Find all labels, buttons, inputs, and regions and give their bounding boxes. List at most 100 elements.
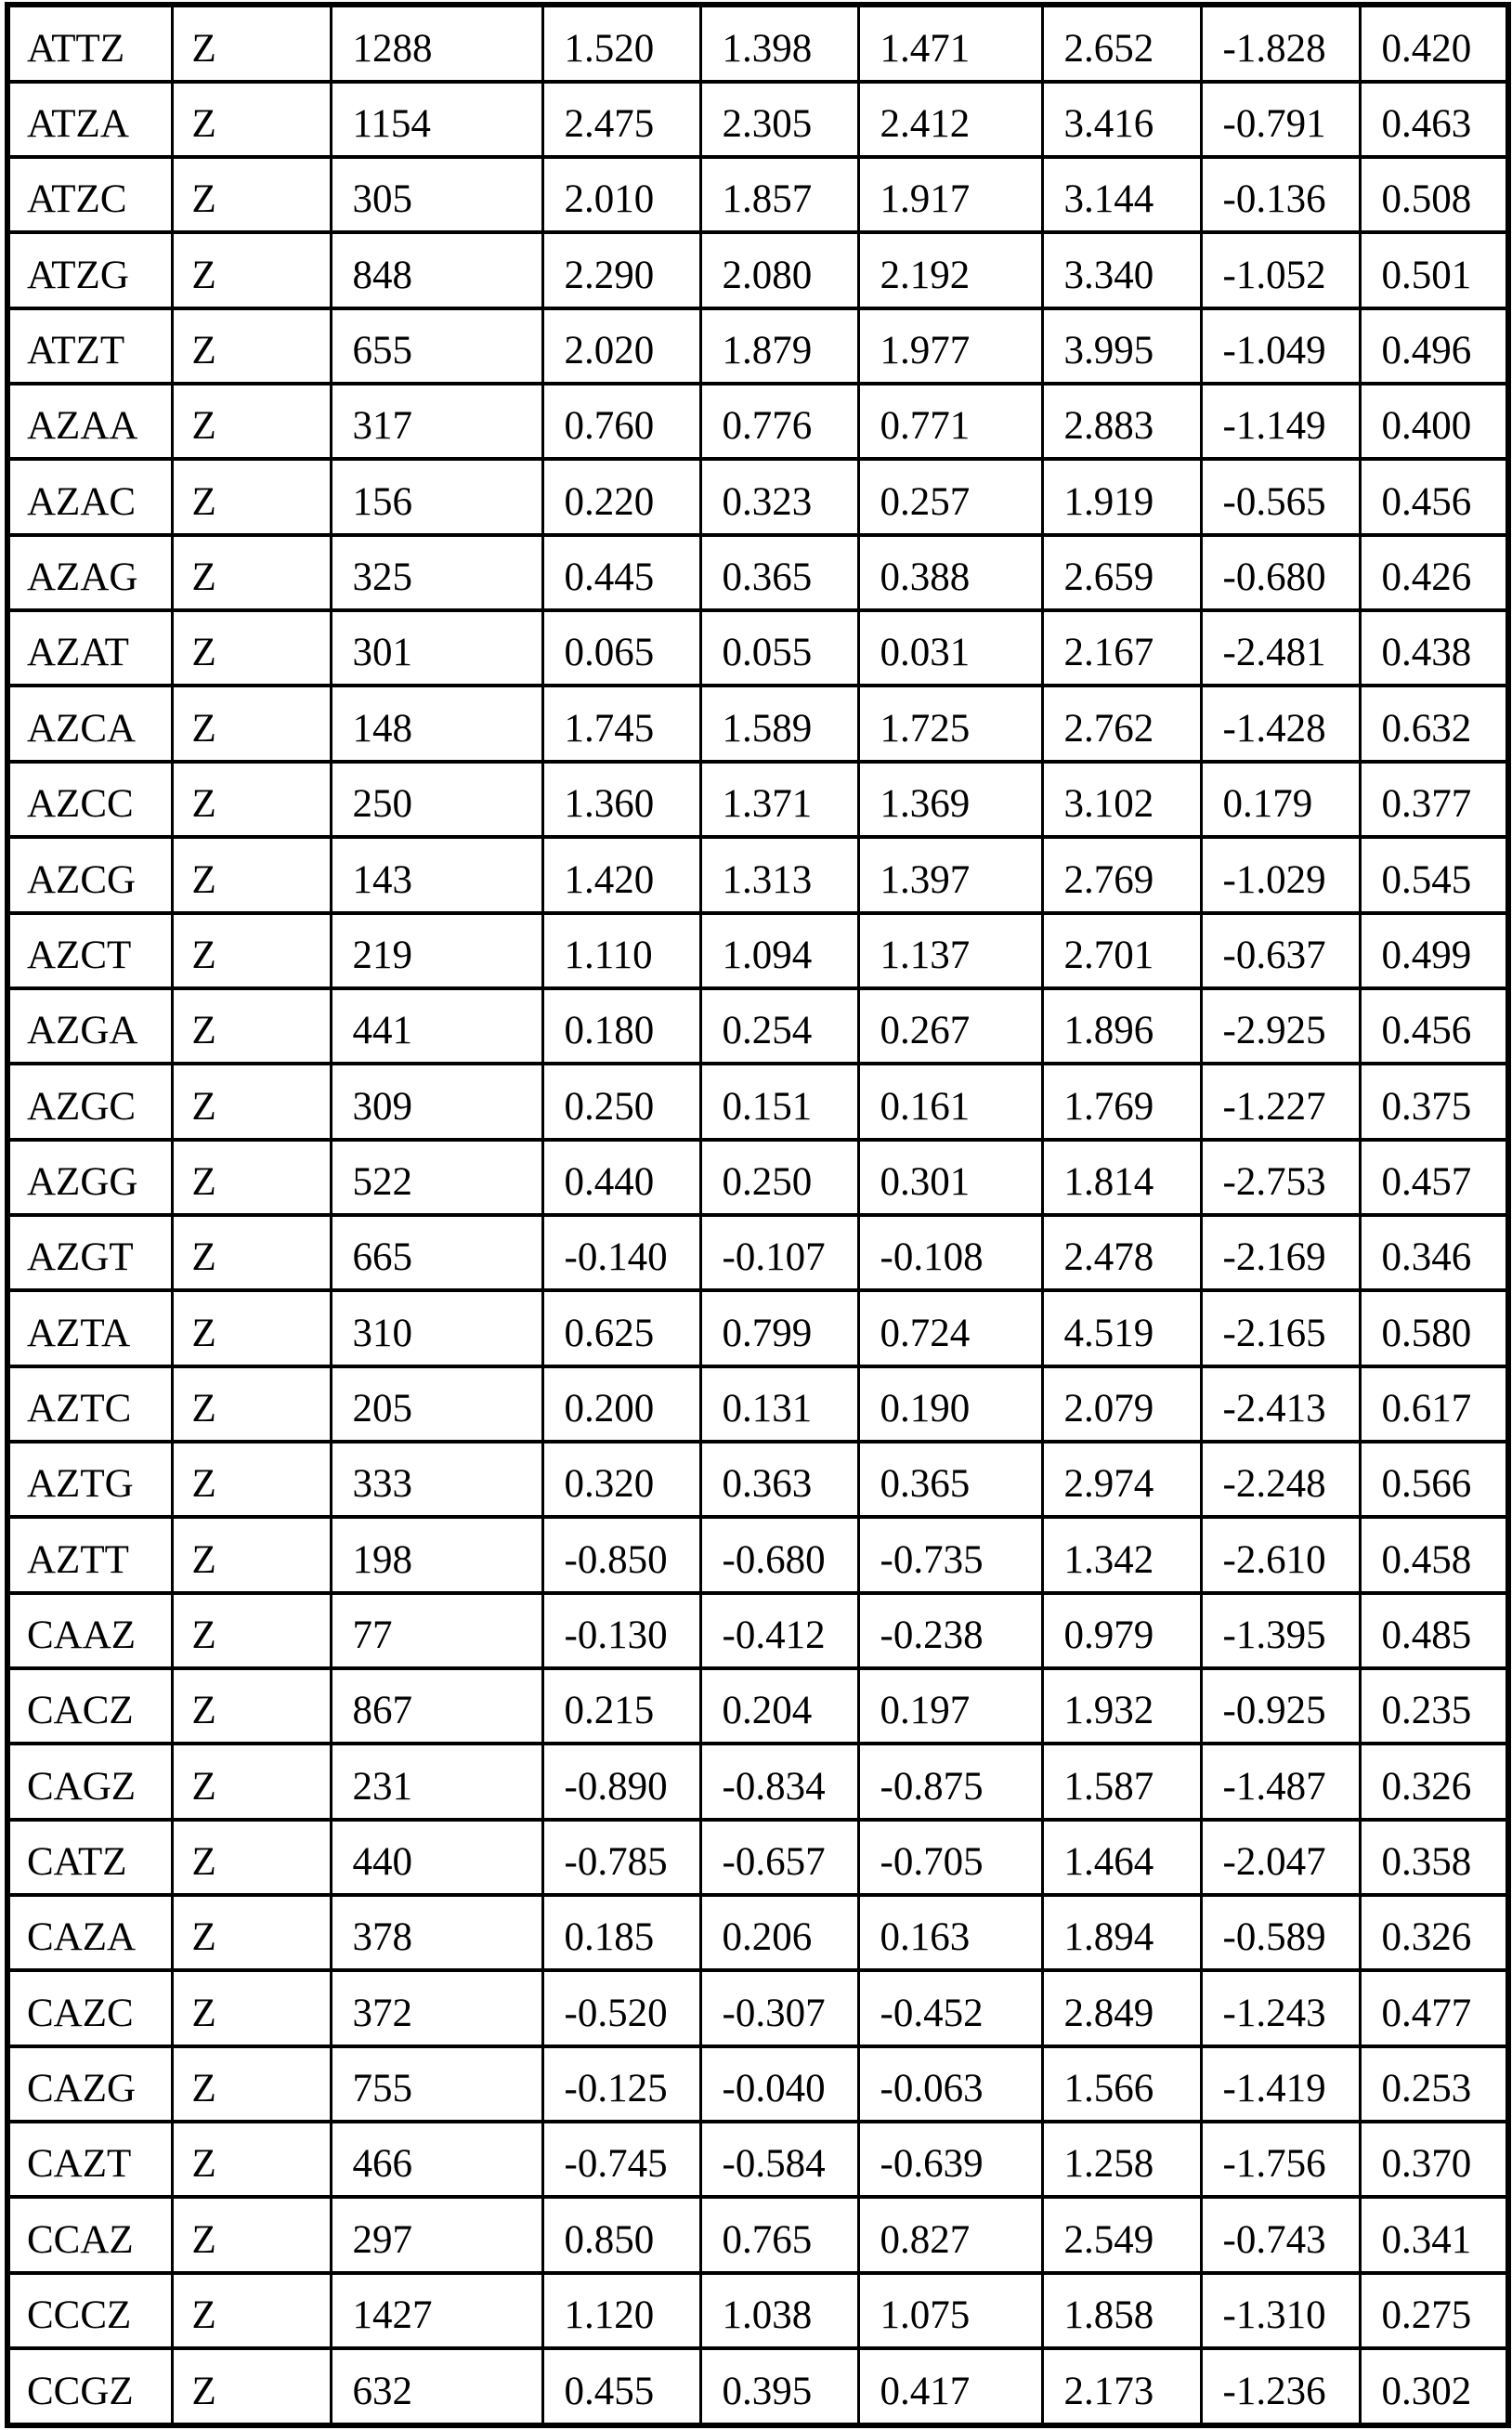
table-cell: Z [170, 1364, 332, 1444]
table-cell: -0.680 [698, 1515, 860, 1595]
table-cell: CAZG [6, 2044, 174, 2124]
table-cell: 2.010 [541, 155, 702, 235]
table-cell: 198 [329, 1515, 544, 1595]
table-cell: AZGA [6, 986, 174, 1066]
table-cell: 1.038 [698, 2270, 860, 2351]
table-cell: 0.776 [698, 382, 860, 462]
table-cell: 1.566 [1040, 2044, 1203, 2124]
table-cell: AZGT [6, 1212, 174, 1293]
table-cell: Z [170, 684, 332, 764]
table-cell: 1.917 [856, 155, 1044, 235]
table-cell: 317 [329, 382, 544, 462]
table-cell: ATZG [6, 230, 174, 310]
table-cell: 2.652 [1040, 3, 1203, 84]
table-cell: 0.250 [698, 1137, 860, 1217]
table-cell: CAAZ [6, 1590, 174, 1670]
table-cell: 219 [329, 910, 544, 990]
table-cell: 0.151 [698, 1062, 860, 1142]
table-cell: 3.340 [1040, 230, 1203, 310]
table-cell: 0.501 [1358, 230, 1510, 310]
table-cell: 0.180 [541, 986, 702, 1066]
table-cell: 0.250 [541, 1062, 702, 1142]
table-cell: -0.565 [1199, 457, 1362, 537]
table-cell: 2.701 [1040, 910, 1203, 990]
table-cell: 0.031 [856, 608, 1044, 688]
table-cell: 0.370 [1358, 2119, 1510, 2200]
table-cell: 1.894 [1040, 1892, 1203, 1973]
table-cell: CAZA [6, 1892, 174, 1973]
table-cell: ATZC [6, 155, 174, 235]
table-cell: -0.140 [541, 1212, 702, 1293]
table-cell: 0.400 [1358, 382, 1510, 462]
table-cell: 0.438 [1358, 608, 1510, 688]
table-cell: -2.925 [1199, 986, 1362, 1066]
table-row: CATZ Z 440 -0.785 -0.657 -0.705 1.464 -2.047 0.3… [6, 1817, 1510, 1897]
table-cell: 0.426 [1358, 532, 1510, 613]
table-cell: -0.130 [541, 1590, 702, 1670]
table-cell: -0.584 [698, 2119, 860, 2200]
table-cell: 325 [329, 532, 544, 613]
table-cell: 2.762 [1040, 684, 1203, 764]
table-cell: -1.227 [1199, 1062, 1362, 1142]
table-cell: 1.932 [1040, 1666, 1203, 1746]
table-cell: 0.341 [1358, 2195, 1510, 2275]
table-cell: -0.875 [856, 1742, 1044, 1822]
table-row: AZTG Z 333 0.320 0.363 0.365 2.974 -2.248 0.566 [6, 1439, 1510, 1520]
table-cell: 0.625 [541, 1288, 702, 1368]
table-cell: AZCC [6, 759, 174, 840]
table-cell: -0.745 [541, 2119, 702, 2200]
table-cell: 1.725 [856, 684, 1044, 764]
table-cell: 0.457 [1358, 1137, 1510, 1217]
table-cell: 1427 [329, 2270, 544, 2351]
table-cell: -2.047 [1199, 1817, 1362, 1897]
table-row: AZGC Z 309 0.250 0.151 0.161 1.769 -1.227 0.375 [6, 1062, 1510, 1142]
table-cell: AZGC [6, 1062, 174, 1142]
table-cell: -2.610 [1199, 1515, 1362, 1595]
table-cell: Z [170, 2195, 332, 2275]
table-cell: 3.144 [1040, 155, 1203, 235]
table-cell: 0.197 [856, 1666, 1044, 1746]
table-cell: -0.743 [1199, 2195, 1362, 2275]
table-cell: -0.657 [698, 1817, 860, 1897]
table-cell: 148 [329, 684, 544, 764]
table-cell: 0.163 [856, 1892, 1044, 1973]
table-cell: -0.107 [698, 1212, 860, 1293]
table-cell: 2.192 [856, 230, 1044, 310]
table-cell: 0.799 [698, 1288, 860, 1368]
table-cell: 0.485 [1358, 1590, 1510, 1670]
table-cell: 1.137 [856, 910, 1044, 990]
table-row: ATZC Z 305 2.010 1.857 1.917 3.144 -0.136 0.508 [6, 155, 1510, 235]
table-cell: 2.883 [1040, 382, 1203, 462]
table-row: ATZT Z 655 2.020 1.879 1.977 3.995 -1.049 0.496 [6, 306, 1510, 386]
table-cell: 0.215 [541, 1666, 702, 1746]
table-cell: -2.169 [1199, 1212, 1362, 1293]
table-cell: 0.267 [856, 986, 1044, 1066]
table-cell: 466 [329, 2119, 544, 2200]
table-cell: 440 [329, 1817, 544, 1897]
table-cell: AZCG [6, 835, 174, 915]
table-cell: Z [170, 532, 332, 613]
table-cell: 0.254 [698, 986, 860, 1066]
table-row: CAZT Z 466 -0.745 -0.584 -0.639 1.258 -1.756 0.3… [6, 2119, 1510, 2200]
table-cell: 0.200 [541, 1364, 702, 1444]
table-cell: Z [170, 3, 332, 84]
table-cell: 2.475 [541, 79, 702, 160]
table-cell: -0.125 [541, 2044, 702, 2124]
table-cell: -0.589 [1199, 1892, 1362, 1973]
table-cell: 0.496 [1358, 306, 1510, 386]
table-cell: -0.834 [698, 1742, 860, 1822]
table-cell: -0.639 [856, 2119, 1044, 2200]
table-cell: Z [170, 986, 332, 1066]
table-cell: 1.094 [698, 910, 860, 990]
table-row: AZTC Z 205 0.200 0.131 0.190 2.079 -2.413 0.617 [6, 1364, 1510, 1444]
table-cell: CATZ [6, 1817, 174, 1897]
table-cell: 0.375 [1358, 1062, 1510, 1142]
table-cell: 867 [329, 1666, 544, 1746]
table-cell: -0.637 [1199, 910, 1362, 990]
table-cell: Z [170, 2270, 332, 2351]
table-cell: Z [170, 79, 332, 160]
table-cell: ATZA [6, 79, 174, 160]
table-row: AZCG Z 143 1.420 1.313 1.397 2.769 -1.029 0.545 [6, 835, 1510, 915]
table-cell: 0.220 [541, 457, 702, 537]
table-cell: 0.440 [541, 1137, 702, 1217]
